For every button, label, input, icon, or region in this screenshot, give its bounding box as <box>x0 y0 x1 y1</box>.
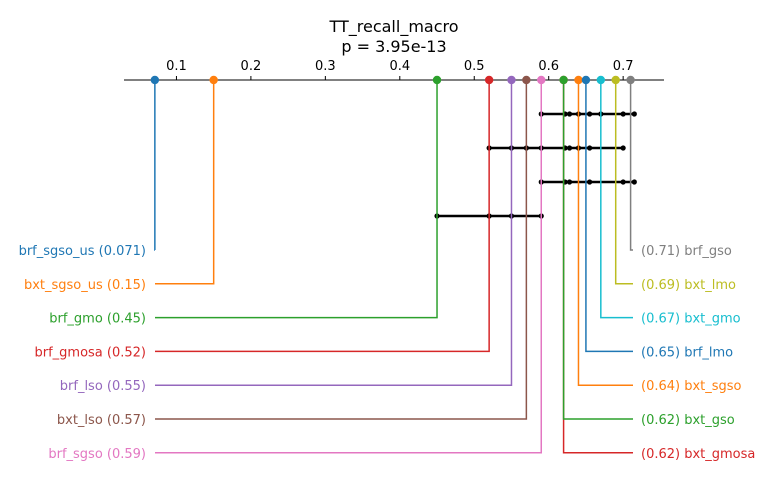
connector-bxt_sgso <box>577 80 633 386</box>
label-bxt_lso: bxt_lso (0.57) <box>57 413 146 428</box>
clique-point <box>566 179 573 185</box>
tick-label: 0.1 <box>166 59 187 74</box>
marker-brf_sgso <box>537 75 546 85</box>
chart-title: TT_recall_macro <box>328 17 458 37</box>
label-bxt_lmo: (0.69) bxt_lmo <box>641 278 736 293</box>
label-brf_sgso_us: brf_sgso_us (0.071) <box>19 244 146 259</box>
label-brf_gmosa: brf_gmosa (0.52) <box>34 345 146 360</box>
marker-brf_gmosa <box>484 75 494 85</box>
marker-brf_lmo <box>581 75 591 85</box>
method-connectors <box>150 75 635 454</box>
clique-point <box>620 145 626 151</box>
marker-bxt_sgso <box>574 75 583 85</box>
label-bxt_sgso_us: bxt_sgso_us (0.15) <box>24 278 146 293</box>
label-bxt_gmosa: (0.62) bxt_gmosa <box>641 447 755 462</box>
clique-point <box>587 145 593 151</box>
marker-bxt_gso <box>559 75 568 85</box>
clique-point <box>566 145 573 151</box>
clique-point <box>631 179 637 185</box>
marker-bxt_sgso_us <box>209 75 218 85</box>
tick-label: 0.4 <box>389 59 410 74</box>
connector-brf_gso <box>629 80 633 251</box>
tick-label: 0.2 <box>241 59 262 74</box>
axis-ticks: 0.1 0.2 0.3 0.4 0.5 0.6 0.7 <box>166 59 633 80</box>
label-brf_gso: (0.71) brf_gso <box>641 244 732 259</box>
connector-brf_gmosa <box>155 80 490 353</box>
label-bxt_sgso: (0.64) bxt_sgso <box>641 379 742 394</box>
clique-point <box>587 111 593 117</box>
marker-brf_gmo <box>432 75 442 85</box>
clique-point <box>566 111 573 117</box>
marker-brf_sgso_us <box>150 75 160 85</box>
tick-label: 0.7 <box>613 59 634 74</box>
marker-brf_lso <box>507 75 516 85</box>
clique-point <box>587 179 593 185</box>
label-brf_gmo: brf_gmo (0.45) <box>49 312 146 327</box>
marker-bxt_lso <box>522 75 531 85</box>
tick-label: 0.6 <box>538 59 559 74</box>
label-brf_lmo: (0.65) brf_lmo <box>641 345 733 360</box>
marker-bxt_lmo <box>611 75 620 85</box>
method-labels: brf_sgso_us (0.071) bxt_sgso_us (0.15) brf… <box>19 244 756 462</box>
marker-brf_gso <box>626 75 635 85</box>
clique-point <box>620 111 626 117</box>
connector-bxt_lmo <box>614 80 633 285</box>
tick-label: 0.5 <box>464 59 485 74</box>
tick-label: 0.3 <box>315 59 336 74</box>
connector-bxt_lso <box>155 80 528 420</box>
connector-brf_sgso <box>155 80 543 454</box>
connector-brf_lmo <box>585 80 633 353</box>
connector-bxt_sgso_us <box>155 80 215 285</box>
marker-bxt_gmo <box>596 75 606 85</box>
connector-brf_gmo <box>155 80 438 319</box>
connector-brf_lso <box>155 80 513 386</box>
clique-bars <box>434 111 637 219</box>
chart-subtitle: p = 3.95e-13 <box>341 37 446 56</box>
label-brf_sgso: brf_sgso (0.59) <box>48 447 146 462</box>
label-bxt_gmo: (0.67) bxt_gmo <box>641 312 741 327</box>
connector-bxt_gmosa <box>562 80 633 454</box>
connector-bxt_gmo <box>600 80 633 319</box>
clique-point <box>631 111 637 117</box>
clique-point <box>620 179 626 185</box>
label-brf_lso: brf_lso (0.55) <box>60 379 146 394</box>
connector-bxt_gso <box>562 80 633 420</box>
label-bxt_gso: (0.62) bxt_gso <box>641 413 735 428</box>
